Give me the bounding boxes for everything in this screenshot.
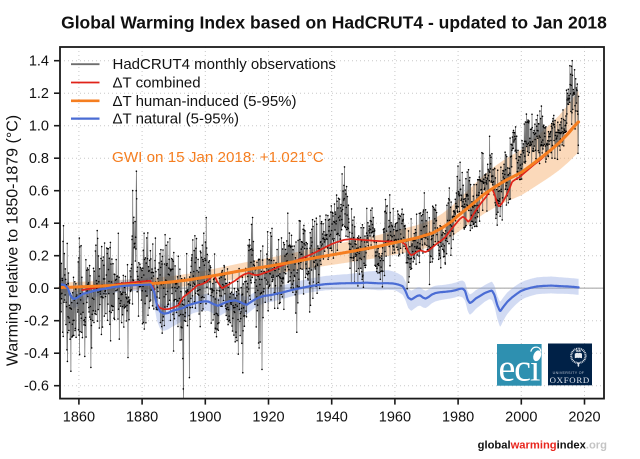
svg-text:1.4: 1.4 xyxy=(29,54,49,70)
svg-text:2020: 2020 xyxy=(568,410,600,426)
svg-text:1920: 1920 xyxy=(252,410,284,426)
svg-text:2000: 2000 xyxy=(505,410,537,426)
svg-text:HadCRUT4 monthly observations: HadCRUT4 monthly observations xyxy=(113,56,336,73)
svg-text:1960: 1960 xyxy=(379,410,411,426)
svg-text:UNIVERSITY OF: UNIVERSITY OF xyxy=(553,371,585,375)
svg-text:globalwarmingindex.org: globalwarmingindex.org xyxy=(478,440,607,452)
svg-text:0.8: 0.8 xyxy=(29,151,49,167)
svg-text:0.2: 0.2 xyxy=(29,249,49,265)
svg-text:ecı: ecı xyxy=(499,348,540,390)
svg-text:1980: 1980 xyxy=(442,410,474,426)
svg-text:ΔT combined: ΔT combined xyxy=(113,75,201,92)
svg-text:0.0: 0.0 xyxy=(29,281,49,297)
svg-text:OXFORD: OXFORD xyxy=(550,375,590,385)
svg-text:Warming relative to 1850-1879: Warming relative to 1850-1879 (°C) xyxy=(5,115,22,366)
svg-text:ΔT natural (5-95%): ΔT natural (5-95%) xyxy=(113,111,239,128)
svg-text:1880: 1880 xyxy=(126,410,158,426)
svg-text:1900: 1900 xyxy=(189,410,221,426)
svg-text:-0.2: -0.2 xyxy=(24,314,49,330)
svg-text:1.2: 1.2 xyxy=(29,86,49,102)
svg-text:0.4: 0.4 xyxy=(29,216,49,232)
svg-text:-0.4: -0.4 xyxy=(24,346,49,362)
svg-text:1940: 1940 xyxy=(316,410,348,426)
svg-text:1860: 1860 xyxy=(63,410,95,426)
svg-text:1.0: 1.0 xyxy=(29,119,49,135)
svg-text:ΔT human-induced (5-95%): ΔT human-induced (5-95%) xyxy=(113,93,297,110)
svg-text:-0.6: -0.6 xyxy=(24,379,49,395)
svg-text:GWI on 15 Jan 2018: +1.021°C: GWI on 15 Jan 2018: +1.021°C xyxy=(112,149,324,166)
svg-text:Global Warming Index based on: Global Warming Index based on HadCRUT4 -… xyxy=(61,13,607,33)
svg-text:0.6: 0.6 xyxy=(29,184,49,200)
